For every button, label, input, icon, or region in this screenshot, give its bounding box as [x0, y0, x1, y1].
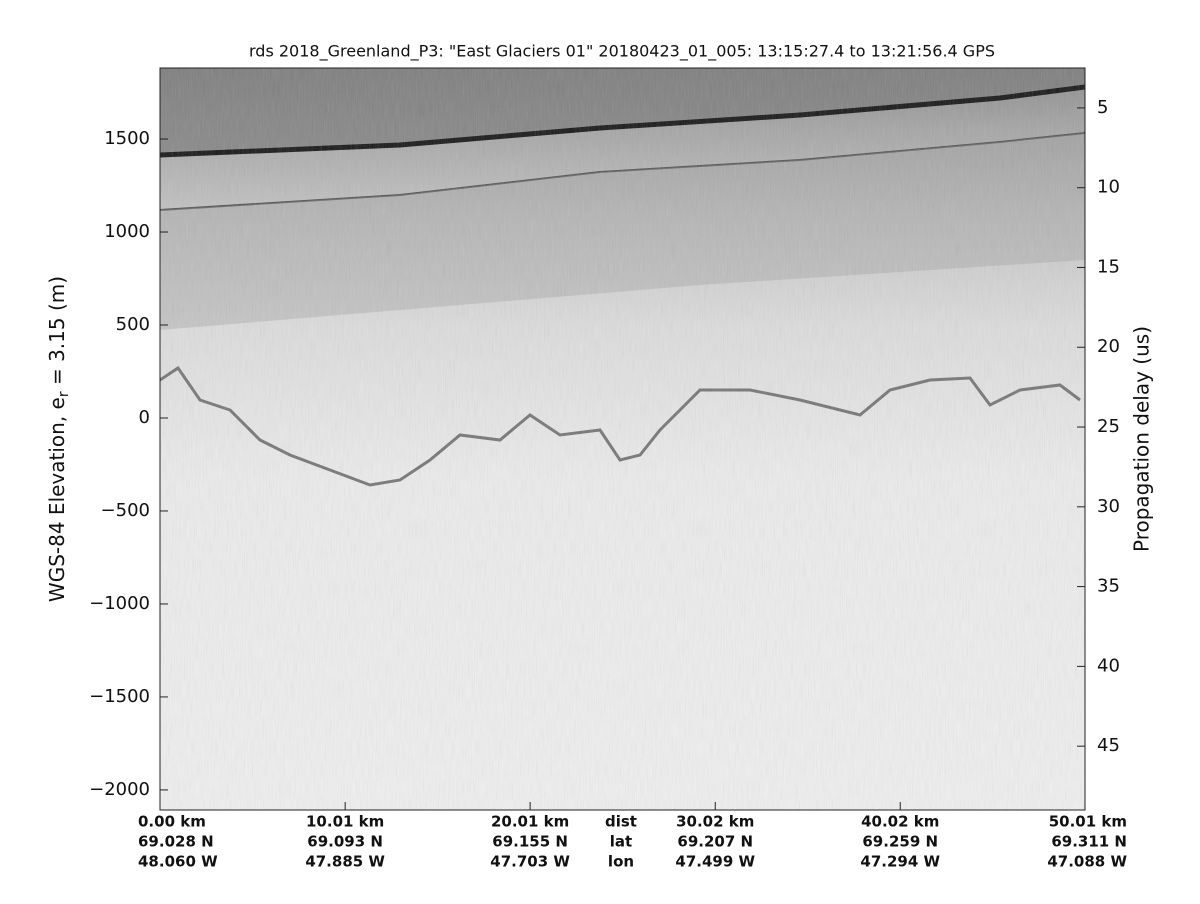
x-tick-label: 0.00 km — [138, 813, 206, 831]
x-tick-label: 20.01 km — [491, 813, 569, 831]
x-tick-label: 40.02 km — [861, 813, 939, 831]
echogram — [160, 68, 1085, 810]
row-label: lat — [610, 833, 632, 851]
y-tick-label: 500 — [116, 314, 150, 335]
x-tick-label: 50.01 km — [1049, 813, 1127, 831]
lat-label: 69.155 N — [492, 833, 568, 851]
lat-label: 69.093 N — [307, 833, 383, 851]
y-tick-label: 1500 — [104, 128, 150, 149]
row-label: lon — [608, 853, 634, 871]
lon-label: 48.060 W — [138, 853, 218, 871]
y2-tick-label: 15 — [1097, 256, 1120, 277]
y-axis-label: WGS-84 Elevation, er = 3.15 (m) — [45, 276, 73, 602]
y-label-subscript: r — [56, 391, 72, 397]
x-tick-label: 30.02 km — [676, 813, 754, 831]
y2-tick-label: 25 — [1097, 416, 1120, 437]
lat-label: 69.207 N — [677, 833, 753, 851]
y-label-part: WGS-84 Elevation, e — [45, 397, 69, 602]
lon-label: 47.294 W — [860, 853, 940, 871]
y2-tick-label: 20 — [1097, 336, 1120, 357]
y-tick-label: −1000 — [89, 593, 150, 614]
y2-tick-label: 10 — [1097, 177, 1120, 198]
plot-frame — [159, 67, 1086, 811]
y-tick-label: 0 — [139, 407, 150, 428]
lat-label: 69.028 N — [138, 833, 214, 851]
y2-tick-label: 35 — [1097, 576, 1120, 597]
lat-label: 69.259 N — [862, 833, 938, 851]
y2-tick-label: 30 — [1097, 496, 1120, 517]
lon-label: 47.703 W — [490, 853, 570, 871]
y-tick-label: 1000 — [104, 221, 150, 242]
lon-label: 47.885 W — [305, 853, 385, 871]
y-tick-label: −2000 — [89, 779, 150, 800]
y2-tick-label: 5 — [1097, 97, 1108, 118]
y2-tick-label: 40 — [1097, 655, 1120, 676]
y-tick-label: −500 — [101, 500, 150, 521]
y-label-part: = 3.15 (m) — [45, 276, 69, 391]
y2-axis-label: Propagation delay (us) — [1130, 326, 1154, 552]
lon-label: 47.088 W — [1047, 853, 1127, 871]
row-label: dist — [605, 813, 637, 831]
lat-label: 69.311 N — [1051, 833, 1127, 851]
chart-title: rds 2018_Greenland_P3: "East Glaciers 01… — [249, 42, 995, 62]
x-tick-label: 10.01 km — [306, 813, 384, 831]
lon-label: 47.499 W — [675, 853, 755, 871]
y-tick-label: −1500 — [89, 686, 150, 707]
y2-tick-label: 45 — [1097, 735, 1120, 756]
